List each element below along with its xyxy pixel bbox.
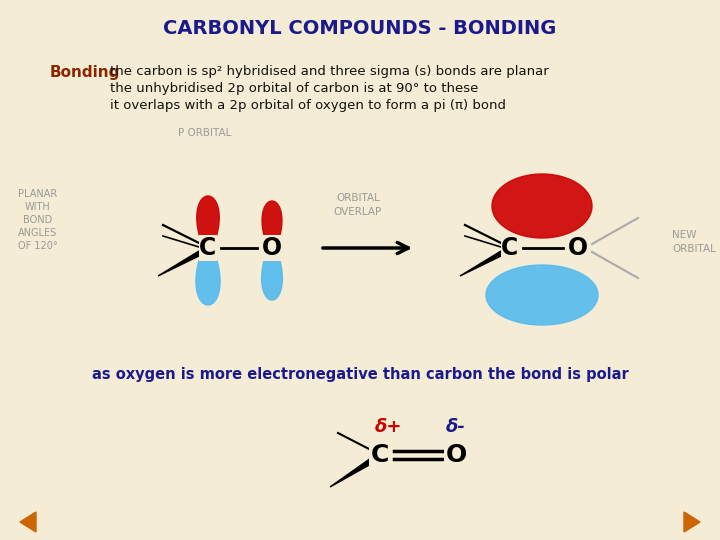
Text: as oxygen is more electronegative than carbon the bond is polar: as oxygen is more electronegative than c…	[91, 368, 629, 382]
Polygon shape	[684, 512, 700, 532]
Polygon shape	[261, 248, 282, 300]
Text: it overlaps with a 2p orbital of oxygen to form a pi (π) bond: it overlaps with a 2p orbital of oxygen …	[110, 99, 506, 112]
Text: δ+: δ+	[374, 418, 402, 436]
Polygon shape	[262, 201, 282, 248]
Text: C: C	[501, 236, 518, 260]
Polygon shape	[330, 458, 371, 487]
Polygon shape	[460, 251, 501, 276]
Text: O: O	[262, 236, 282, 260]
Text: δ-: δ-	[446, 418, 466, 436]
Polygon shape	[197, 196, 219, 248]
Text: PLANAR
WITH
BOND
ANGLES
OF 120°: PLANAR WITH BOND ANGLES OF 120°	[18, 188, 58, 252]
Text: the carbon is sp² hybridised and three sigma (s) bonds are planar: the carbon is sp² hybridised and three s…	[110, 65, 549, 78]
Text: O: O	[446, 443, 467, 467]
Text: P ORBITAL: P ORBITAL	[178, 128, 231, 138]
Polygon shape	[20, 512, 36, 532]
Polygon shape	[486, 265, 598, 325]
Polygon shape	[158, 251, 199, 276]
Text: ORBITAL
OVERLAP: ORBITAL OVERLAP	[334, 193, 382, 217]
Polygon shape	[492, 174, 592, 238]
Text: the unhybridised 2p orbital of carbon is at 90° to these: the unhybridised 2p orbital of carbon is…	[110, 82, 478, 95]
Polygon shape	[196, 248, 220, 305]
Text: NEW
ORBITAL: NEW ORBITAL	[672, 231, 716, 254]
Text: CARBONYL COMPOUNDS - BONDING: CARBONYL COMPOUNDS - BONDING	[163, 18, 557, 37]
Text: C: C	[371, 443, 390, 467]
Text: Bonding: Bonding	[50, 65, 120, 80]
Text: C: C	[199, 236, 217, 260]
Text: O: O	[568, 236, 588, 260]
